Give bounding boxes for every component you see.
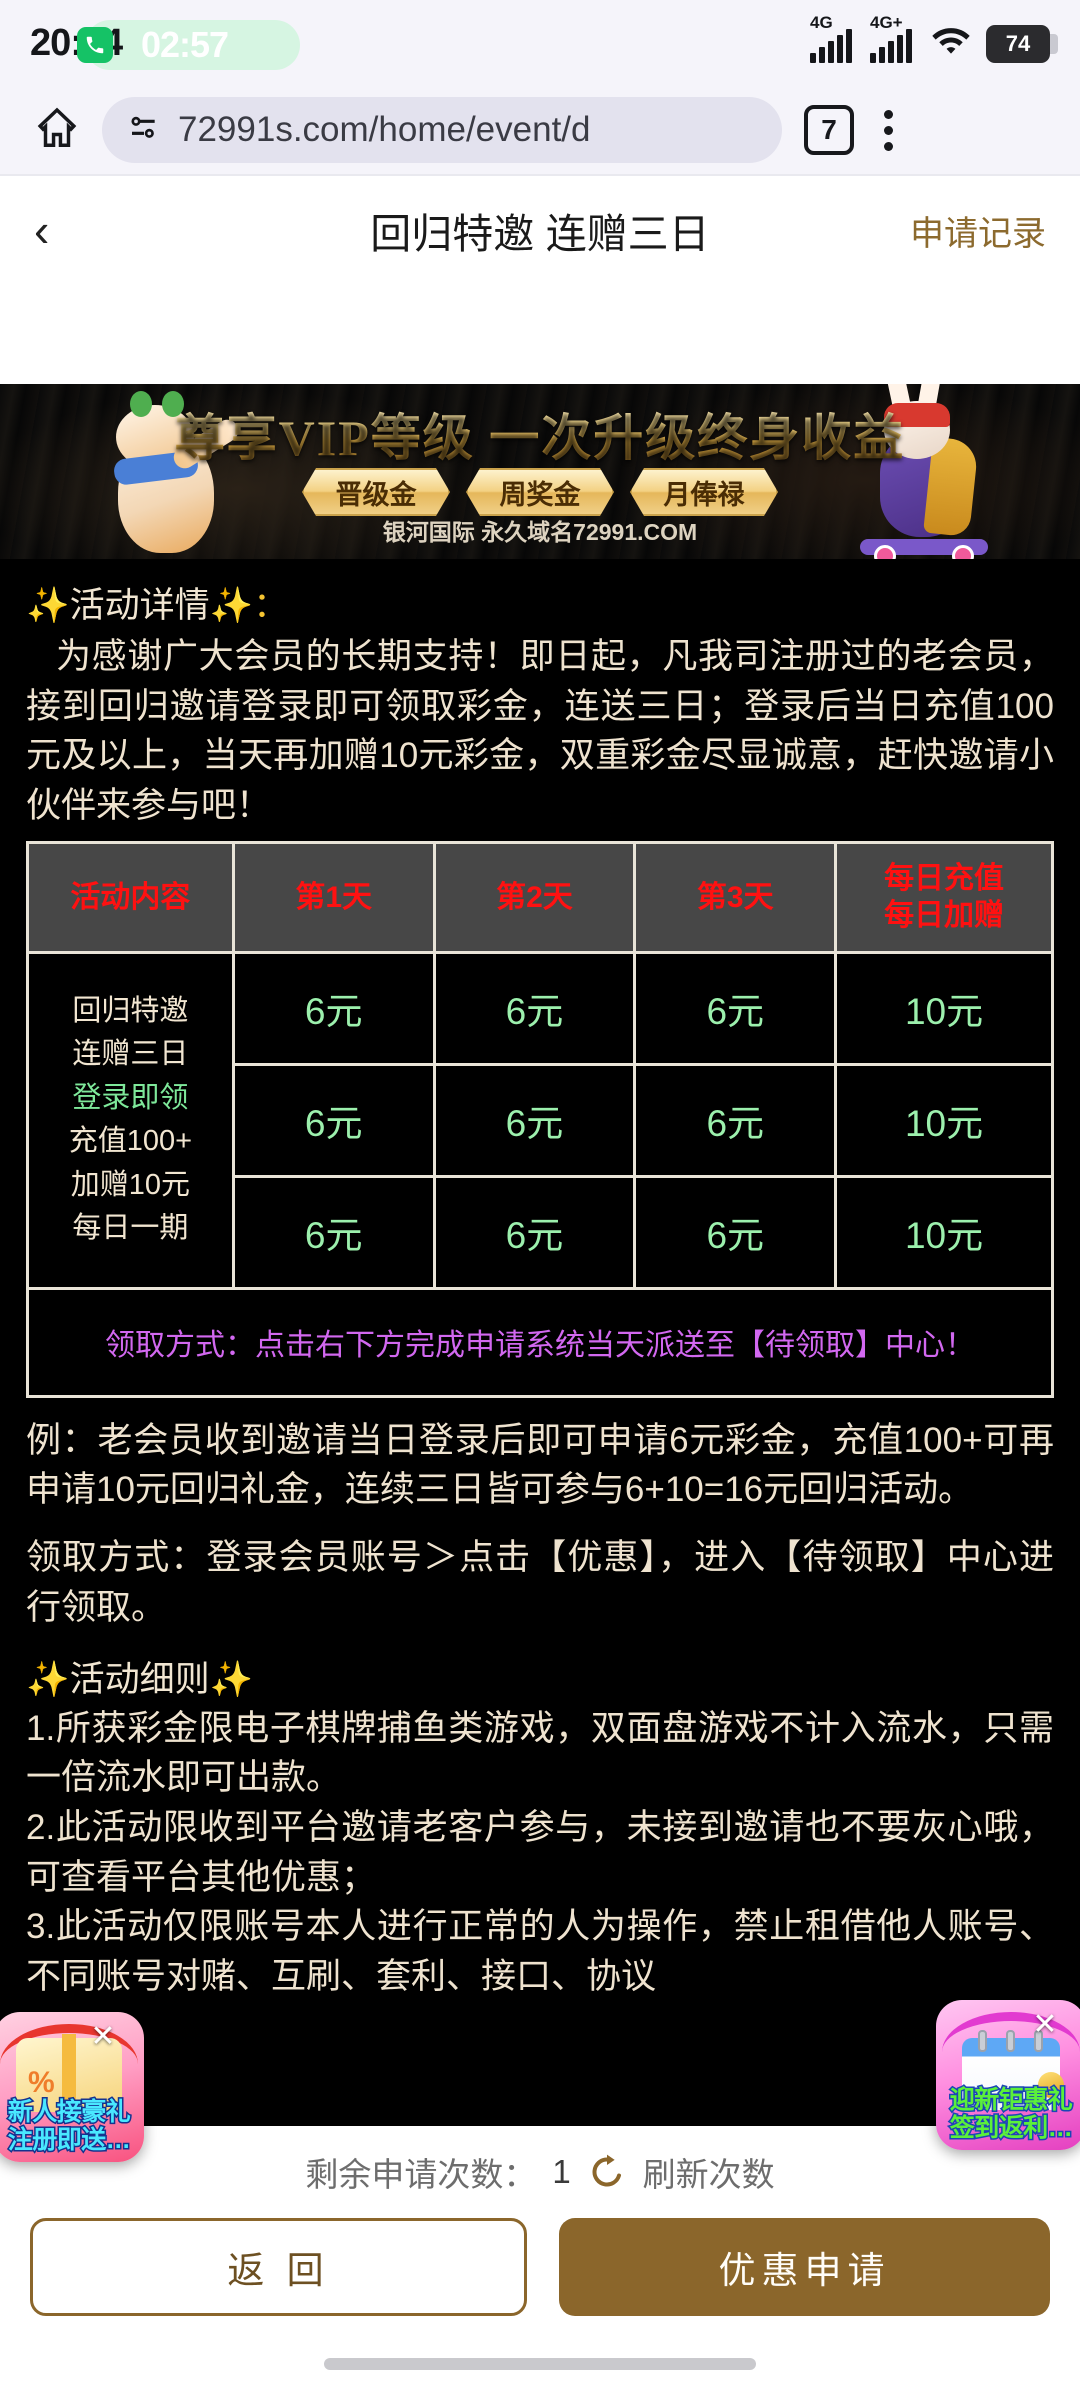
reward-table: 活动内容 第1天 第2天 第3天 每日充值 每日加赠 回归特邀 连赠三日 登录即… xyxy=(26,840,1054,1398)
table-cell-value: 6元 xyxy=(633,950,838,1066)
banner-badge-3: 月俸禄 xyxy=(630,468,778,516)
floating-ad-left[interactable]: % ✕ 新人接豪礼 注册即送… xyxy=(0,2012,144,2162)
action-button-row: 返 回 优惠申请 xyxy=(0,2218,1080,2316)
rabbit-mascot xyxy=(832,384,1012,559)
table-cell-value: 10元 xyxy=(834,950,1054,1066)
table-row: 回归特邀 连赠三日 登录即领 充值100+ 加赠10元 每日一期 6元 6元 6… xyxy=(26,950,1054,1290)
ongoing-call-pill[interactable]: 02:57 xyxy=(85,20,300,70)
address-bar[interactable]: 72991s.com/home/event/d xyxy=(102,97,782,163)
wifi-icon xyxy=(930,23,972,63)
table-header-cell-day3: 第3天 xyxy=(633,840,838,954)
table-cell-value: 6元 xyxy=(231,1174,436,1290)
floating-ad-right-line2: 签到返利… xyxy=(948,2113,1074,2143)
rule-item-1: 1.所获彩金限电子棋牌捕鱼类游戏，双面盘游戏不计入流水，只需一倍流水即可出款。 xyxy=(26,1708,1054,1798)
table-header-row: 活动内容 第1天 第2天 第3天 每日充值 每日加赠 xyxy=(26,840,1054,954)
tab-switcher-button[interactable]: 7 xyxy=(804,105,854,155)
phone-icon xyxy=(77,27,113,63)
floating-ad-left-text: 新人接豪礼 注册即送… xyxy=(0,2097,144,2155)
banner-title: 尊享VIP等级 一次升级终身收益 xyxy=(0,398,1080,470)
battery-level: 74 xyxy=(1005,31,1031,56)
table-cell-value: 6元 xyxy=(633,1174,838,1290)
signal-icon-sim1: 4G xyxy=(810,13,856,63)
floating-ad-left-line2: 注册即送… xyxy=(6,2125,132,2155)
kebab-menu-icon[interactable] xyxy=(876,109,900,151)
rule-item-2: 2.此活动限收到平台邀请老客户参与，未接到邀请也不要灰心哦，可查看平台其他优惠； xyxy=(26,1807,1054,1897)
apply-button[interactable]: 优惠申请 xyxy=(559,2218,1050,2316)
back-button-bottom[interactable]: 返 回 xyxy=(30,2218,527,2316)
close-icon[interactable]: ✕ xyxy=(1032,2008,1058,2041)
table-cell-value: 10元 xyxy=(834,1062,1054,1178)
refresh-label[interactable]: 刷新次数 xyxy=(642,2156,775,2193)
rules-heading: ✨活动细则✨ xyxy=(26,1659,254,1699)
banner-badges: 晋级金 周奖金 月俸禄 xyxy=(0,468,1080,516)
table-cell-value: 10元 xyxy=(834,1174,1054,1290)
table-cell-value: 6元 xyxy=(231,1062,436,1178)
page-info-icon[interactable] xyxy=(128,112,160,149)
rules-block: 例：老会员收到邀请当日登录后即可申请6元彩金，充值100+可再申请10元回归礼金… xyxy=(0,1398,1080,2002)
table-header-cell-day2: 第2天 xyxy=(432,840,637,954)
table-header-cell-content: 活动内容 xyxy=(26,840,235,954)
browser-toolbar: 72991s.com/home/event/d 7 xyxy=(0,86,1080,174)
banner-footer-text: 银河国际 永久域名72991.COM xyxy=(382,519,698,545)
floating-ad-right-line1: 迎新钜惠礼 xyxy=(948,2085,1074,2115)
application-records-link[interactable]: 申请记录 xyxy=(910,214,1046,253)
activity-details-block: ✨活动详情✨： 为感谢广大会员的长期支持！即日起，凡我司注册过的老会员，接到回归… xyxy=(0,559,1080,831)
network-type-2: 4G+ xyxy=(870,13,903,32)
table-row: 6元 6元 6元 10元 xyxy=(28,1062,1054,1178)
event-content: 尊享VIP等级 一次升级终身收益 晋级金 周奖金 月俸禄 银河国际 永久域名72… xyxy=(0,384,1080,2126)
table-footer-row: 领取方式：点击右下方完成申请系统当天派送至【待领取】中心！ xyxy=(26,1286,1054,1398)
signal-icon-sim2: 4G+ xyxy=(870,13,916,63)
gift-box-icon: % xyxy=(0,2012,144,2162)
bottom-action-bar: 剩余申请次数： 1 刷新次数 返 回 优惠申请 xyxy=(0,2126,1080,2388)
table-cell-value: 6元 xyxy=(432,1062,637,1178)
battery-icon: 74 xyxy=(986,25,1058,63)
home-icon[interactable] xyxy=(34,105,80,156)
remaining-applications-row: 剩余申请次数： 1 刷新次数 xyxy=(0,2126,1080,2218)
close-icon[interactable]: ✕ xyxy=(90,2020,116,2053)
table-cell-value: 6元 xyxy=(231,950,436,1066)
refresh-icon[interactable] xyxy=(587,2152,627,2192)
reward-table-wrapper: 活动内容 第1天 第2天 第3天 每日充值 每日加赠 回归特邀 连赠三日 登录即… xyxy=(0,831,1080,1398)
status-bar-right: 4G 4G+ 74 xyxy=(810,13,1058,63)
tiger-mascot xyxy=(78,391,258,559)
event-banner[interactable]: 尊享VIP等级 一次升级终身收益 晋级金 周奖金 月俸禄 银河国际 永久域名72… xyxy=(0,384,1080,559)
table-cell-value: 6元 xyxy=(633,1062,838,1178)
floating-ad-right[interactable]: ✕ 迎新钜惠礼 签到返利… xyxy=(936,2000,1080,2150)
back-button[interactable]: ‹ xyxy=(34,204,50,256)
floating-ad-right-text: 迎新钜惠礼 签到返利… xyxy=(936,2085,1080,2143)
activity-details-heading-text: 活动详情 xyxy=(69,586,210,625)
table-header-cell-day1: 第1天 xyxy=(231,840,436,954)
remaining-count: 1 xyxy=(552,2153,571,2190)
activity-details-heading: ✨活动详情✨： xyxy=(26,577,1054,628)
rule-item-3: 3.此活动仅限账号本人进行正常的人为操作，禁止租借他人账号、不同账号对赌、互刷、… xyxy=(26,1907,1054,1996)
table-cell-value: 6元 xyxy=(432,1174,637,1290)
call-duration: 02:57 xyxy=(141,24,229,65)
calendar-icon xyxy=(936,2000,1080,2150)
banner-badge-1: 晋级金 xyxy=(302,468,450,516)
banner-badge-2: 周奖金 xyxy=(466,468,614,516)
page-header: ‹ 回归特邀 连赠三日 申请记录 xyxy=(0,174,1080,284)
status-bar: 20:14 02:57 4G 4G+ 74 xyxy=(0,0,1080,86)
rule-claim-method: 领取方式：登录会员账号＞点击【优惠】，进入【待领取】中心进行领取。 xyxy=(26,1538,1054,1627)
table-cell-value: 6元 xyxy=(432,950,637,1066)
table-row: 6元 6元 6元 10元 xyxy=(28,1174,1054,1290)
network-type-1: 4G xyxy=(810,13,833,32)
activity-details-paragraph: 为感谢广大会员的长期支持！即日起，凡我司注册过的老会员，接到回归邀请登录即可领取… xyxy=(26,637,1054,826)
rule-example: 例：老会员收到邀请当日登录后即可申请6元彩金，充值100+可再申请10元回归礼金… xyxy=(26,1420,1054,1510)
floating-ad-left-line1: 新人接豪礼 xyxy=(6,2097,132,2127)
table-cell-activity-description: 回归特邀 连赠三日 登录即领 充值100+ 加赠10元 每日一期 xyxy=(26,950,235,1290)
home-indicator xyxy=(324,2358,756,2370)
url-text: 72991s.com/home/event/d xyxy=(178,110,591,149)
sparkle-icon-left: ✨ xyxy=(26,586,70,625)
remaining-label: 剩余申请次数： xyxy=(305,2156,537,2193)
sparkle-icon-right: ✨： xyxy=(209,586,289,625)
table-header-cell-daily-deposit: 每日充值 每日加赠 xyxy=(834,840,1054,954)
table-footer-note: 领取方式：点击右下方完成申请系统当天派送至【待领取】中心！ xyxy=(26,1286,1054,1398)
